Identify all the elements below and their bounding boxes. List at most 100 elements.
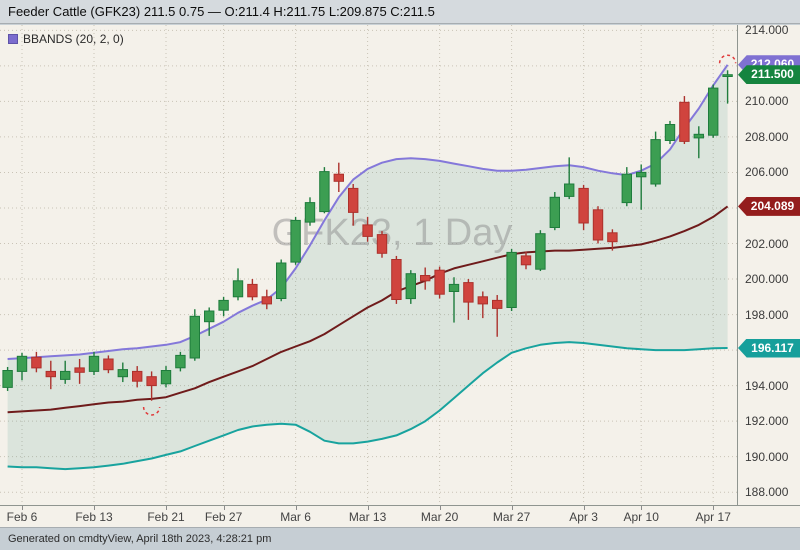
- x-axis-tick: [295, 506, 297, 510]
- x-axis-label: Feb 21: [147, 510, 185, 524]
- candle: [463, 279, 474, 320]
- candle: [636, 164, 647, 210]
- candle: [319, 167, 330, 214]
- candle: [290, 216, 301, 265]
- last-price-badge: 211.500: [738, 65, 800, 85]
- candle: [679, 96, 690, 145]
- candle: [722, 70, 733, 104]
- candle: [31, 351, 42, 373]
- x-axis-label: Mar 6: [280, 510, 311, 524]
- y-axis-label: 194.000: [745, 378, 789, 393]
- candle: [376, 231, 388, 258]
- y-axis-label: 206.000: [745, 165, 789, 180]
- chart-canvas[interactable]: GFK23, 1 Day: [0, 25, 737, 505]
- y-axis-label: 200.000: [745, 272, 789, 287]
- x-axis-tick: [511, 506, 513, 510]
- time-axis[interactable]: Feb 6 Feb 13 Feb 21 Feb 27 Mar 6 Mar 13 Mar 20…: [0, 505, 800, 527]
- bollinger-band-fill: [7, 64, 728, 470]
- y-axis-label: 198.000: [745, 307, 789, 322]
- middle-band-badge: 204.089: [738, 196, 800, 216]
- gridlines: [0, 25, 737, 505]
- x-axis-label: Apr 3: [569, 510, 598, 524]
- candle: [146, 371, 157, 401]
- x-axis-label: Mar 13: [348, 510, 387, 524]
- price-axis[interactable]: 214.000212.000210.000208.000206.000204.0…: [737, 23, 800, 505]
- candle: [189, 309, 201, 361]
- candle: [549, 191, 560, 231]
- x-axis-tick: [367, 506, 369, 510]
- candle: [391, 255, 402, 304]
- candle: [74, 358, 85, 384]
- candle: [650, 131, 661, 187]
- footer-bar: Generated on cmdtyView, April 18th 2023,…: [0, 528, 800, 550]
- generated-timestamp: Generated on cmdtyView, April 18th 2023,…: [8, 533, 272, 545]
- x-axis-label: Mar 27: [492, 510, 531, 524]
- candle: [405, 270, 417, 304]
- swing-low-marker-icon: [142, 406, 161, 416]
- candle: [247, 279, 258, 301]
- candle: [621, 167, 632, 207]
- x-axis-tick: [439, 506, 441, 510]
- candle: [693, 126, 704, 159]
- price-chart[interactable]: GFK23, 1 Day BBANDS (20, 2, 0): [0, 25, 737, 505]
- candle: [45, 360, 56, 390]
- bbands-legend[interactable]: BBANDS (20, 2, 0): [8, 32, 124, 46]
- y-axis-label: 208.000: [745, 129, 789, 144]
- chart-title: Feeder Cattle (GFK23) 211.5 0.75 — O:211…: [8, 4, 435, 19]
- x-axis-tick: [713, 506, 715, 510]
- x-axis-label: Feb 27: [204, 510, 243, 524]
- x-axis-label: Mar 20: [420, 510, 459, 524]
- chart-panel: GFK23, 1 Day BBANDS (20, 2, 0) 214.000 21…: [0, 23, 800, 528]
- lower-band-badge: 196.117: [738, 338, 800, 358]
- candle: [578, 184, 589, 231]
- candle: [60, 360, 71, 384]
- y-axis-label: 188.000: [745, 485, 789, 500]
- x-axis-label: Feb 13: [75, 510, 113, 524]
- bbands-swatch-icon: [8, 34, 18, 44]
- y-axis-label: 214.000: [745, 23, 789, 38]
- candle: [448, 277, 460, 323]
- candle: [564, 157, 575, 200]
- candle: [348, 183, 359, 226]
- candle: [492, 295, 503, 337]
- candle: [175, 351, 186, 372]
- candle: [204, 307, 215, 336]
- candles: [2, 70, 733, 401]
- x-axis-label: Apr 10: [623, 510, 659, 524]
- candle: [420, 267, 431, 290]
- candle: [276, 259, 287, 302]
- x-axis-tick: [641, 506, 643, 510]
- x-axis-label: Apr 17: [695, 510, 731, 524]
- candle: [232, 268, 244, 301]
- x-axis-label: Feb 6: [6, 510, 38, 524]
- x-axis-tick: [583, 506, 585, 510]
- bband-middle-line: [7, 205, 729, 414]
- x-axis-tick: [223, 506, 225, 510]
- candle: [362, 216, 373, 242]
- y-axis-label: 210.000: [745, 94, 789, 109]
- bband-lower-line: [7, 341, 728, 471]
- chart-header: Feeder Cattle (GFK23) 211.5 0.75 — O:211…: [0, 0, 800, 24]
- candle: [592, 206, 604, 244]
- candle: [535, 230, 546, 272]
- candle: [506, 248, 517, 312]
- y-axis-label: 192.000: [745, 414, 789, 429]
- swing-high-marker-icon: [718, 54, 737, 64]
- candle: [88, 351, 100, 375]
- candle: [477, 291, 489, 319]
- candle: [304, 197, 316, 226]
- candle: [333, 162, 345, 192]
- y-axis-label: 202.000: [745, 236, 789, 251]
- candle: [16, 352, 28, 381]
- candle: [103, 355, 114, 374]
- y-axis-label: 190.000: [745, 449, 789, 464]
- candle: [708, 84, 719, 138]
- x-axis-tick: [166, 506, 167, 510]
- candle: [117, 362, 128, 383]
- candle: [160, 366, 172, 388]
- candle: [520, 251, 532, 270]
- bband-upper-line: [7, 64, 729, 360]
- candle: [261, 289, 273, 310]
- candle: [434, 266, 445, 299]
